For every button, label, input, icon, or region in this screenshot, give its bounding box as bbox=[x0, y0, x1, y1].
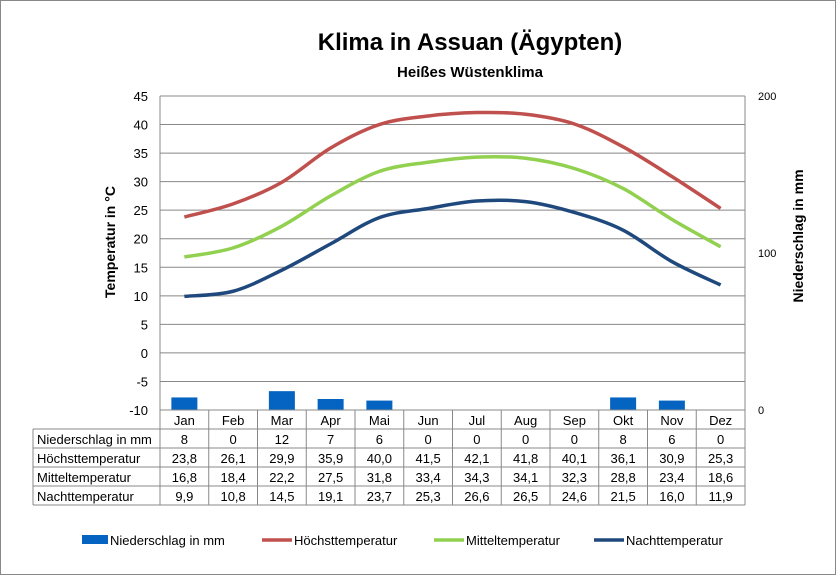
y-tick-label: -10 bbox=[129, 403, 148, 418]
y-axis-label: Temperatur in °C bbox=[102, 186, 118, 298]
table-cell: 0 bbox=[473, 432, 480, 447]
table-cell: 24,6 bbox=[562, 489, 587, 504]
x-tick-label: Dez bbox=[709, 413, 732, 428]
table-cell: 7 bbox=[327, 432, 334, 447]
table-cell: 36,1 bbox=[610, 451, 635, 466]
table-cell: 25,3 bbox=[708, 451, 733, 466]
legend-label: Nachttemperatur bbox=[626, 533, 723, 548]
y-tick-label: 45 bbox=[134, 89, 148, 104]
precip-bar bbox=[658, 400, 685, 410]
table-cell: 31,8 bbox=[367, 470, 392, 485]
table-cell: 41,5 bbox=[415, 451, 440, 466]
table-cell: 11,9 bbox=[708, 489, 732, 504]
table-cell: 33,4 bbox=[415, 470, 440, 485]
x-tick-label: Feb bbox=[222, 413, 244, 428]
table-cell: 0 bbox=[425, 432, 432, 447]
table-cell: 6 bbox=[376, 432, 383, 447]
y-tick-label: 25 bbox=[134, 203, 148, 218]
table-cell: 32,3 bbox=[562, 470, 587, 485]
table-cell: 8 bbox=[181, 432, 188, 447]
table-cell: 0 bbox=[717, 432, 724, 447]
series-line-mitteltemperatur bbox=[184, 154, 722, 259]
table-cell: 18,4 bbox=[220, 470, 245, 485]
x-tick-label: Sep bbox=[563, 413, 586, 428]
table-cell: 19,1 bbox=[318, 489, 343, 504]
table-cell: 8 bbox=[620, 432, 627, 447]
precip-bar bbox=[366, 400, 393, 410]
table-cell: 27,5 bbox=[318, 470, 343, 485]
x-tick-label: Nov bbox=[660, 413, 684, 428]
precip-bar bbox=[171, 397, 198, 410]
y-tick-label: 30 bbox=[134, 175, 148, 190]
table-cell: 23,8 bbox=[172, 451, 197, 466]
table-cell: 34,1 bbox=[513, 470, 538, 485]
table-row-label: Höchsttemperatur bbox=[37, 451, 141, 466]
table-cell: 21,5 bbox=[610, 489, 635, 504]
y-tick-label: 20 bbox=[134, 232, 148, 247]
y-tick-label: -5 bbox=[136, 374, 148, 389]
series-line-nachttemperatur bbox=[184, 198, 722, 299]
table-cell: 0 bbox=[571, 432, 578, 447]
table-cell: 40,0 bbox=[367, 451, 392, 466]
chart-title: Klima in Assuan (Ägypten) bbox=[318, 29, 622, 56]
x-tick-label: Jul bbox=[469, 413, 486, 428]
table-cell: 0 bbox=[230, 432, 237, 447]
table-cell: 28,8 bbox=[610, 470, 635, 485]
x-tick-label: Jan bbox=[174, 413, 195, 428]
table-cell: 29,9 bbox=[269, 451, 294, 466]
x-tick-label: Apr bbox=[321, 413, 342, 428]
table-cell: 35,9 bbox=[318, 451, 343, 466]
legend-label: Niederschlag in mm bbox=[110, 533, 225, 548]
table-cell: 18,6 bbox=[708, 470, 733, 485]
table-cell: 40,1 bbox=[562, 451, 587, 466]
table-cell: 6 bbox=[668, 432, 675, 447]
table-row-label: Nachttemperatur bbox=[37, 489, 134, 504]
table-cell: 16,8 bbox=[172, 470, 197, 485]
table-cell: 41,8 bbox=[513, 451, 538, 466]
x-tick-label: Jun bbox=[418, 413, 439, 428]
table-cell: 14,5 bbox=[269, 489, 294, 504]
x-tick-label: Okt bbox=[613, 413, 634, 428]
y-tick-label: 35 bbox=[134, 146, 148, 161]
y-tick-label: 5 bbox=[141, 317, 148, 332]
table-row-label: Niederschlag in mm bbox=[37, 432, 152, 447]
table-cell: 12 bbox=[275, 432, 289, 447]
precip-bar bbox=[610, 397, 637, 410]
x-tick-label: Aug bbox=[514, 413, 537, 428]
x-tick-label: Mai bbox=[369, 413, 390, 428]
table-cell: 26,5 bbox=[513, 489, 538, 504]
chart-subtitle: Heißes Wüstenklima bbox=[397, 64, 544, 81]
table-cell: 42,1 bbox=[464, 451, 489, 466]
y-tick-label: 40 bbox=[134, 118, 148, 133]
table-cell: 0 bbox=[522, 432, 529, 447]
x-tick-label: Mar bbox=[271, 413, 294, 428]
table-cell: 23,4 bbox=[659, 470, 684, 485]
precip-bar bbox=[317, 399, 344, 410]
y-tick-label: 0 bbox=[141, 346, 148, 361]
series-line-höchsttemperatur bbox=[183, 110, 722, 219]
y-tick-label: 10 bbox=[134, 289, 148, 304]
y2-tick-label: 100 bbox=[758, 248, 776, 260]
table-cell: 25,3 bbox=[415, 489, 440, 504]
y2-tick-label: 200 bbox=[758, 91, 776, 103]
table-cell: 26,6 bbox=[464, 489, 489, 504]
table-cell: 9,9 bbox=[175, 489, 193, 504]
legend-swatch bbox=[82, 535, 108, 544]
table-cell: 30,9 bbox=[659, 451, 684, 466]
table-cell: 23,7 bbox=[367, 489, 392, 504]
y2-axis-label: Niederschlag in mm bbox=[790, 169, 806, 302]
table-row-label: Mitteltemperatur bbox=[37, 470, 132, 485]
table-cell: 10,8 bbox=[220, 489, 245, 504]
table-cell: 34,3 bbox=[464, 470, 489, 485]
y-tick-label: 15 bbox=[134, 260, 148, 275]
table-cell: 22,2 bbox=[269, 470, 294, 485]
y2-tick-label: 0 bbox=[758, 405, 764, 417]
table-cell: 16,0 bbox=[659, 489, 684, 504]
precip-bar bbox=[268, 391, 295, 410]
legend-label: Mitteltemperatur bbox=[466, 533, 561, 548]
legend-label: Höchsttemperatur bbox=[294, 533, 398, 548]
table-cell: 26,1 bbox=[220, 451, 245, 466]
